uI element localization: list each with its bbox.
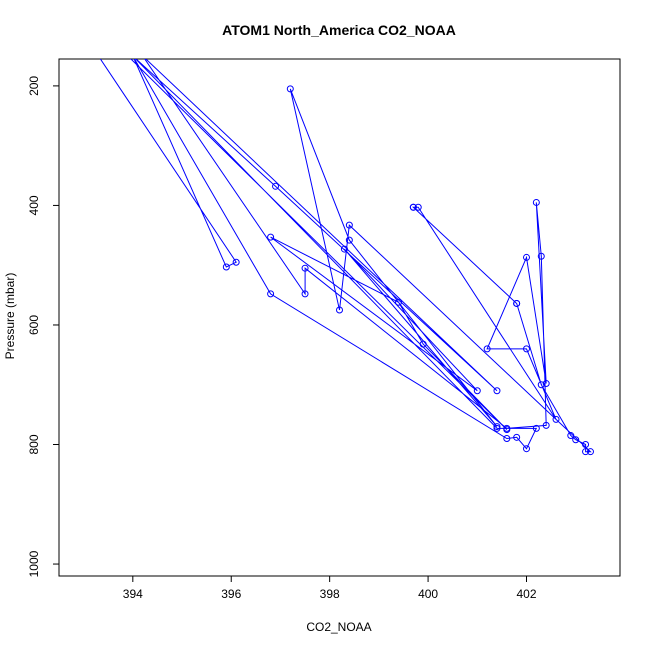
data-point [537, 252, 545, 260]
data-point [340, 245, 348, 253]
data-point [503, 435, 511, 443]
data-point [419, 340, 427, 348]
data-point [532, 424, 540, 432]
y-tick-label: 1000 [27, 550, 41, 577]
data-point [473, 387, 481, 395]
data-point [582, 448, 590, 456]
data-point [513, 299, 521, 307]
data-point [301, 290, 309, 298]
data-point [414, 203, 422, 211]
data-point [572, 436, 580, 444]
x-tick-label: 398 [320, 587, 340, 601]
data-point [267, 290, 275, 298]
data-point [586, 448, 594, 456]
series-line [99, 59, 592, 453]
data-point [345, 236, 353, 244]
data-point [542, 421, 550, 429]
data-point [523, 445, 530, 453]
data-point [395, 298, 403, 306]
y-tick-label: 400 [27, 195, 41, 215]
data-series [99, 59, 594, 456]
data-point [409, 203, 417, 211]
data-point [513, 433, 521, 441]
data-point [493, 423, 501, 431]
data-point [582, 441, 590, 449]
data-point [567, 432, 575, 440]
data-point [483, 345, 491, 353]
plot-frame [58, 58, 621, 577]
y-tick-label: 200 [27, 76, 41, 96]
data-point [503, 426, 511, 434]
data-point [286, 85, 294, 93]
data-point [267, 233, 275, 241]
data-point [552, 415, 560, 423]
data-point [523, 253, 530, 261]
chart-title: ATOM1 North_America CO2_NOAA [222, 22, 456, 38]
x-axis-label: CO2_NOAA [306, 620, 371, 634]
data-point [301, 264, 309, 272]
x-tick-label: 394 [123, 587, 143, 601]
data-point [532, 198, 540, 206]
data-point [232, 258, 240, 266]
y-axis: 200 400 600 800 1000 [27, 76, 59, 577]
x-tick-label: 396 [221, 587, 241, 601]
data-point [537, 381, 545, 389]
y-tick-label: 800 [27, 434, 41, 454]
data-point [345, 221, 353, 229]
data-point [336, 306, 343, 314]
data-point [222, 263, 230, 271]
data-point [542, 380, 550, 388]
data-point [523, 345, 530, 353]
x-axis: 394 396 398 400 402 [123, 576, 537, 601]
data-point [272, 182, 280, 190]
y-tick-label: 600 [27, 315, 41, 335]
x-tick-label: 402 [516, 587, 536, 601]
y-axis-label: Pressure (mbar) [3, 273, 17, 360]
data-point [493, 387, 501, 395]
x-tick-label: 400 [418, 587, 438, 601]
